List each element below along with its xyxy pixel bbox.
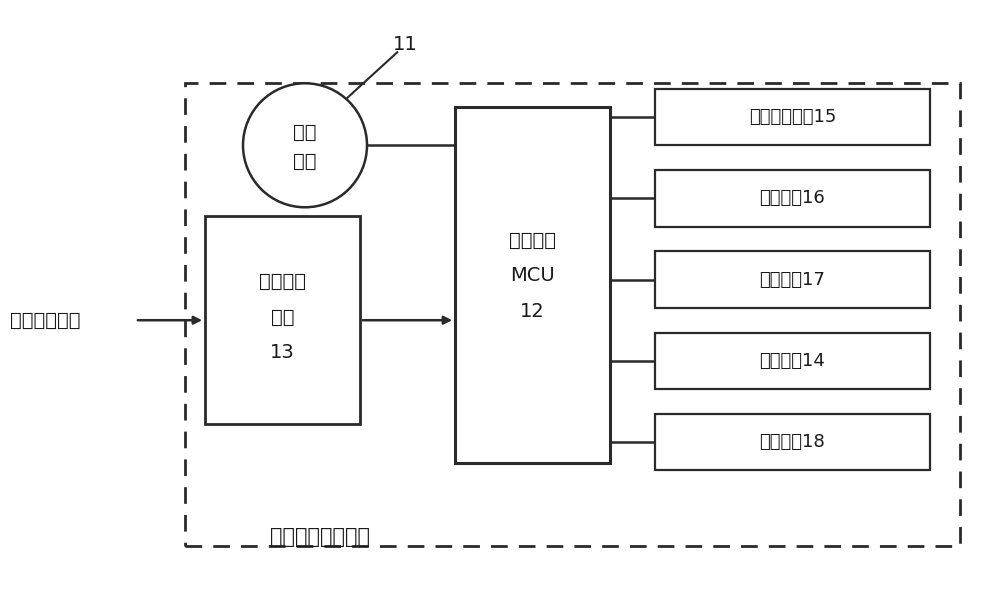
Bar (205, 216, 360, 424)
Text: 电流电压采样: 电流电压采样 (10, 311, 80, 330)
Text: 微处理器: 微处理器 (509, 231, 556, 250)
Bar (455, 107, 610, 463)
Text: 数据保护单元15: 数据保护单元15 (749, 108, 836, 126)
Bar (185, 83, 960, 546)
Text: 模块: 模块 (293, 152, 317, 171)
Bar (655, 414, 930, 470)
Text: MCU: MCU (510, 266, 555, 285)
Text: 键盘单元17: 键盘单元17 (760, 270, 825, 289)
Bar (655, 333, 930, 389)
Text: 电源: 电源 (293, 123, 317, 142)
Text: 单元: 单元 (271, 308, 294, 327)
Text: 电能计量: 电能计量 (259, 272, 306, 291)
Text: 智能交互供电设备: 智能交互供电设备 (270, 527, 370, 547)
Text: 通信单元14: 通信单元14 (760, 352, 825, 370)
Text: 显示单元16: 显示单元16 (760, 189, 825, 208)
Bar (655, 170, 930, 227)
Bar (655, 251, 930, 308)
Bar (655, 89, 930, 145)
Ellipse shape (243, 83, 367, 208)
Text: 11: 11 (393, 35, 417, 54)
Text: 时钟单元18: 时钟单元18 (760, 433, 825, 451)
Text: 13: 13 (270, 343, 295, 362)
Text: 12: 12 (520, 302, 545, 321)
